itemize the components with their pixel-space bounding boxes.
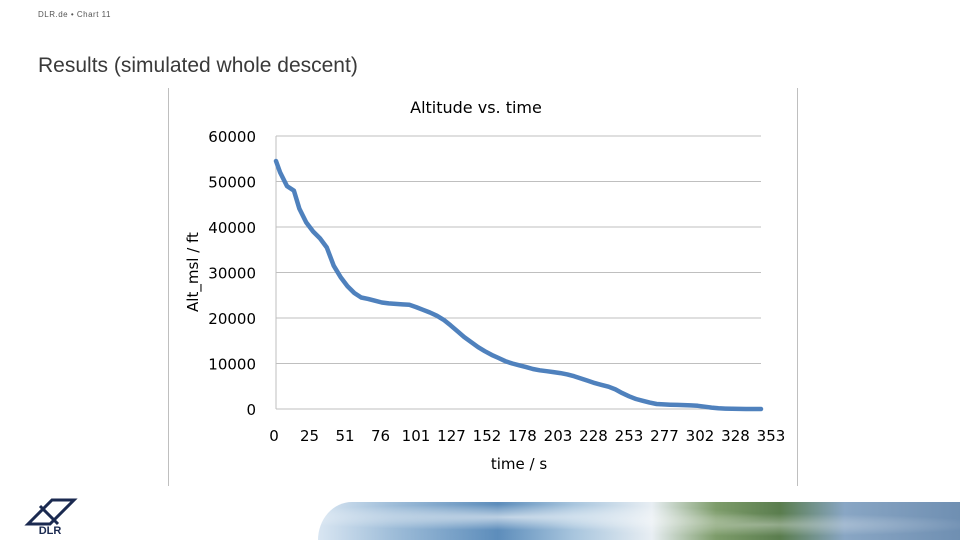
x-tick-labels: 0 25 51 76 101 127 152 178 203 228 253 277 302 328 353 bbox=[269, 427, 785, 445]
x-tick-label: 152 bbox=[473, 427, 502, 445]
slide-title: Results (simulated whole descent) bbox=[38, 54, 358, 77]
y-tick-label: 10000 bbox=[208, 356, 256, 374]
x-tick-label: 228 bbox=[579, 427, 608, 445]
gridlines bbox=[275, 135, 761, 410]
x-tick-label: 178 bbox=[508, 427, 537, 445]
x-tick-label: 328 bbox=[721, 427, 750, 445]
y-tick-label: 20000 bbox=[208, 310, 256, 328]
chart-title: Altitude vs. time bbox=[410, 98, 542, 117]
altitude-series-line bbox=[273, 158, 764, 412]
dlr-logo-icon bbox=[24, 498, 78, 526]
y-tick-label: 40000 bbox=[208, 219, 256, 237]
y-tick-label: 0 bbox=[246, 401, 256, 419]
x-tick-label: 277 bbox=[650, 427, 679, 445]
x-tick-label: 253 bbox=[615, 427, 644, 445]
x-tick-label: 0 bbox=[269, 427, 279, 445]
y-tick-label: 60000 bbox=[208, 128, 256, 146]
y-axis-label: Alt_msl / ft bbox=[184, 232, 203, 312]
x-tick-label: 25 bbox=[300, 427, 319, 445]
y-tick-label: 50000 bbox=[208, 174, 256, 192]
x-tick-label: 353 bbox=[757, 427, 786, 445]
dlr-logo: DLR bbox=[0, 484, 100, 540]
y-tick-label: 30000 bbox=[208, 265, 256, 283]
earth-image-band bbox=[318, 502, 960, 540]
slide-meta: DLR.de • Chart 11 bbox=[38, 10, 111, 19]
y-tick-labels: 0 10000 20000 30000 40000 50000 60000 bbox=[208, 128, 256, 419]
chart-frame bbox=[168, 88, 798, 486]
x-tick-label: 203 bbox=[544, 427, 573, 445]
x-tick-label: 51 bbox=[335, 427, 354, 445]
x-tick-label: 302 bbox=[686, 427, 715, 445]
dlr-logo-text: DLR bbox=[39, 525, 62, 537]
x-tick-label: 76 bbox=[371, 427, 390, 445]
x-axis-label: time / s bbox=[491, 455, 547, 473]
x-tick-label: 127 bbox=[437, 427, 466, 445]
x-tick-label: 101 bbox=[402, 427, 431, 445]
